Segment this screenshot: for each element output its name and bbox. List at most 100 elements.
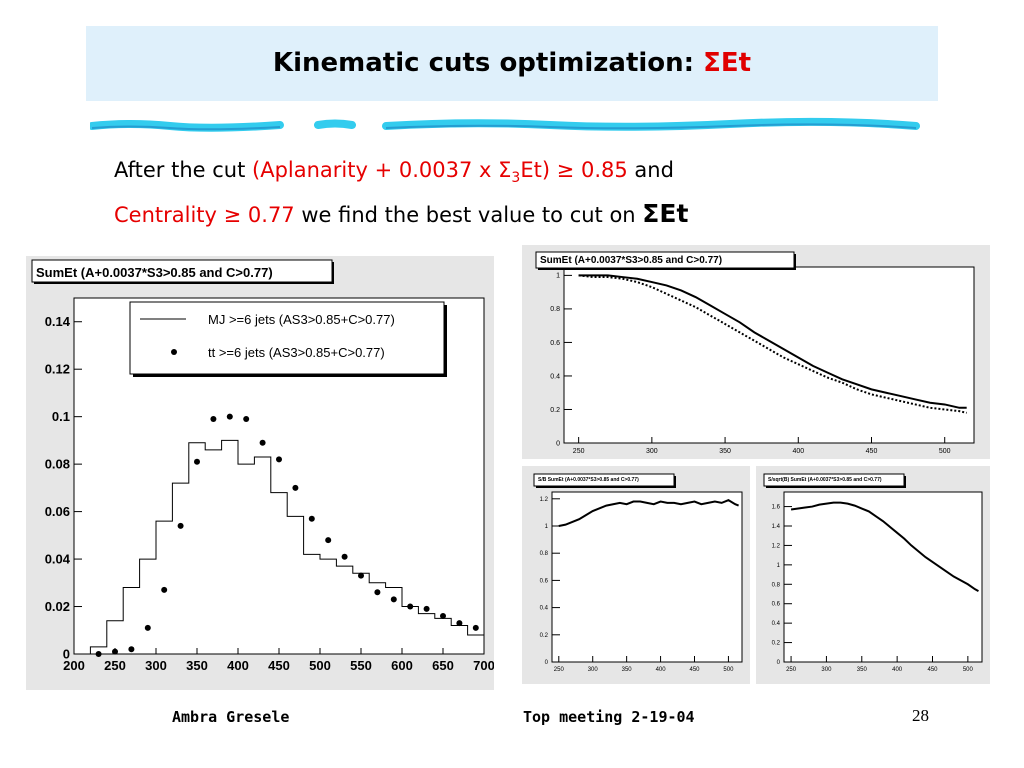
desc-and: and <box>627 158 674 182</box>
tt-data-point <box>226 413 233 420</box>
tt-data-point <box>308 515 315 522</box>
ssqrtb-panel: S/sqrt(B) SumEt (A+0.0037*S3>0.85 and C>… <box>756 466 990 684</box>
x-tick-label: 250 <box>786 667 797 673</box>
description-line-2: Centrality ≥ 0.77 we find the best value… <box>114 196 874 233</box>
x-tick-label: 450 <box>268 658 290 673</box>
y-tick-label: 1.6 <box>772 505 781 511</box>
plot-area <box>783 491 983 663</box>
tt-data-point <box>325 537 332 544</box>
mj-histogram-line <box>89 439 485 654</box>
x-tick-label: 500 <box>309 658 331 673</box>
y-tick-label: 0.2 <box>772 641 781 647</box>
y-tick-label: 0.2 <box>540 633 549 639</box>
tt-data-point <box>407 603 414 610</box>
x-tick-label: 250 <box>554 667 565 673</box>
sb-panel: S/B SumEt (A+0.0037*S3>0.85 and C>0.77) 2… <box>522 466 750 684</box>
page-number: 28 <box>912 706 929 725</box>
plot-area <box>563 266 975 444</box>
x-tick-label: 300 <box>145 658 167 673</box>
x-tick-label: 500 <box>963 667 974 673</box>
efficiency-panel: SumEt (A+0.0037*S3>0.85 and C>0.77) 250 30… <box>522 245 990 459</box>
y-tick-label: 0.12 <box>45 362 70 377</box>
y-tick-label: 0.1 <box>52 409 70 424</box>
tt-data-point <box>144 624 151 631</box>
tt-data-point <box>243 416 250 423</box>
y-tick-label: 0 <box>777 660 781 666</box>
x-tick-label: 300 <box>821 667 832 673</box>
y-tick-label: 0.08 <box>45 456 70 471</box>
y-tick-label: 1 <box>556 273 560 280</box>
chart-title: S/sqrt(B) SumEt (A+0.0037*S3>0.85 and C>… <box>768 477 882 483</box>
x-tick-label: 350 <box>622 667 633 673</box>
y-tick-label: 0 <box>556 440 560 447</box>
x-tick-label: 500 <box>723 667 734 673</box>
sb-chart: S/B SumEt (A+0.0037*S3>0.85 and C>0.77) 2… <box>533 473 743 673</box>
desc-centrality: Centrality ≥ 0.77 <box>114 203 295 228</box>
tt-data-point <box>423 605 430 612</box>
x-tick-label: 250 <box>104 658 126 673</box>
x-tick-label: 650 <box>432 658 454 673</box>
chart-title: SumEt (A+0.0037*S3>0.85 and C>0.77) <box>36 265 273 280</box>
chart-title: SumEt (A+0.0037*S3>0.85 and C>0.77) <box>540 255 722 266</box>
x-tick-label: 300 <box>646 448 658 455</box>
footer-author: Ambra Gresele <box>172 708 290 726</box>
tt-data-point <box>259 439 266 446</box>
slide-title: Kinematic cuts optimization: ΣEt <box>86 48 938 78</box>
dotted-curve <box>578 274 967 414</box>
x-tick-label: 350 <box>719 448 731 455</box>
legend-box <box>129 301 445 375</box>
y-tick-label: 0.4 <box>772 621 781 627</box>
description-line-1: After the cut (Aplanarity + 0.0037 x Σ3E… <box>114 152 874 196</box>
x-tick-label: 400 <box>892 667 903 673</box>
y-tick-label: 0.6 <box>540 578 549 584</box>
desc-subscript: 3 <box>511 170 521 187</box>
tt-data-point <box>341 553 348 560</box>
y-tick-label: 0.2 <box>550 407 560 414</box>
tt-data-point <box>210 416 217 423</box>
tt-data-point <box>112 648 118 655</box>
y-tick-label: 0.04 <box>45 551 71 566</box>
y-tick-label: 0.8 <box>540 551 549 557</box>
legend-entry-tt: tt >=6 jets (AS3>0.85+C>0.77) <box>208 345 385 360</box>
y-tick-label: 1.2 <box>540 497 549 503</box>
histogram-panel: SumEt (A+0.0037*S3>0.85 and C>0.77) 200 25… <box>26 256 495 690</box>
tt-data-point <box>276 456 282 463</box>
tt-data-point <box>292 484 299 491</box>
tt-data-point <box>440 613 446 620</box>
chart-title: S/B SumEt (A+0.0037*S3>0.85 and C>0.77) <box>538 477 639 483</box>
ssqrtb-chart: S/sqrt(B) SumEt (A+0.0037*S3>0.85 and C>… <box>763 473 983 673</box>
description: After the cut (Aplanarity + 0.0037 x Σ3E… <box>114 152 874 233</box>
decorative-rule <box>90 117 920 132</box>
footer-meeting: Top meeting 2-19-04 <box>523 708 695 726</box>
y-tick-label: 1 <box>545 524 549 530</box>
tt-data-point <box>95 651 102 657</box>
x-tick-label: 250 <box>573 448 585 455</box>
x-tick-label: 600 <box>391 658 413 673</box>
desc-aplanarity-cut: (Aplanarity + 0.0037 x Σ3Et) ≥ 0.85 <box>252 158 628 186</box>
solid-curve <box>558 499 739 527</box>
title-box <box>535 251 795 269</box>
tt-data-point <box>456 620 463 627</box>
tt-data-point <box>194 458 200 465</box>
x-tick-label: 350 <box>857 667 868 673</box>
title-box <box>31 259 333 283</box>
y-tick-label: 1 <box>777 563 781 569</box>
plot-area <box>551 491 743 663</box>
y-tick-label: 0.6 <box>550 340 560 347</box>
x-tick-label: 450 <box>927 667 938 673</box>
y-tick-label: 0.02 <box>45 599 70 614</box>
x-tick-label: 400 <box>227 658 249 673</box>
y-tick-label: 0.4 <box>550 373 560 380</box>
legend-point-marker <box>171 349 177 355</box>
desc-best-value: we find the best value to cut on <box>294 203 643 228</box>
solid-curve <box>578 274 967 409</box>
tt-data-point <box>161 586 168 593</box>
y-tick-label: 0.8 <box>550 306 560 313</box>
x-tick-label: 350 <box>186 658 208 673</box>
efficiency-chart: SumEt (A+0.0037*S3>0.85 and C>0.77) 250 30… <box>535 251 975 455</box>
x-tick-label: 450 <box>866 448 878 455</box>
x-tick-label: 400 <box>792 448 804 455</box>
y-tick-label: 0.6 <box>772 602 781 608</box>
x-tick-label: 450 <box>689 667 700 673</box>
legend-entry-mj: MJ >=6 jets (AS3>0.85+C>0.77) <box>208 312 395 327</box>
